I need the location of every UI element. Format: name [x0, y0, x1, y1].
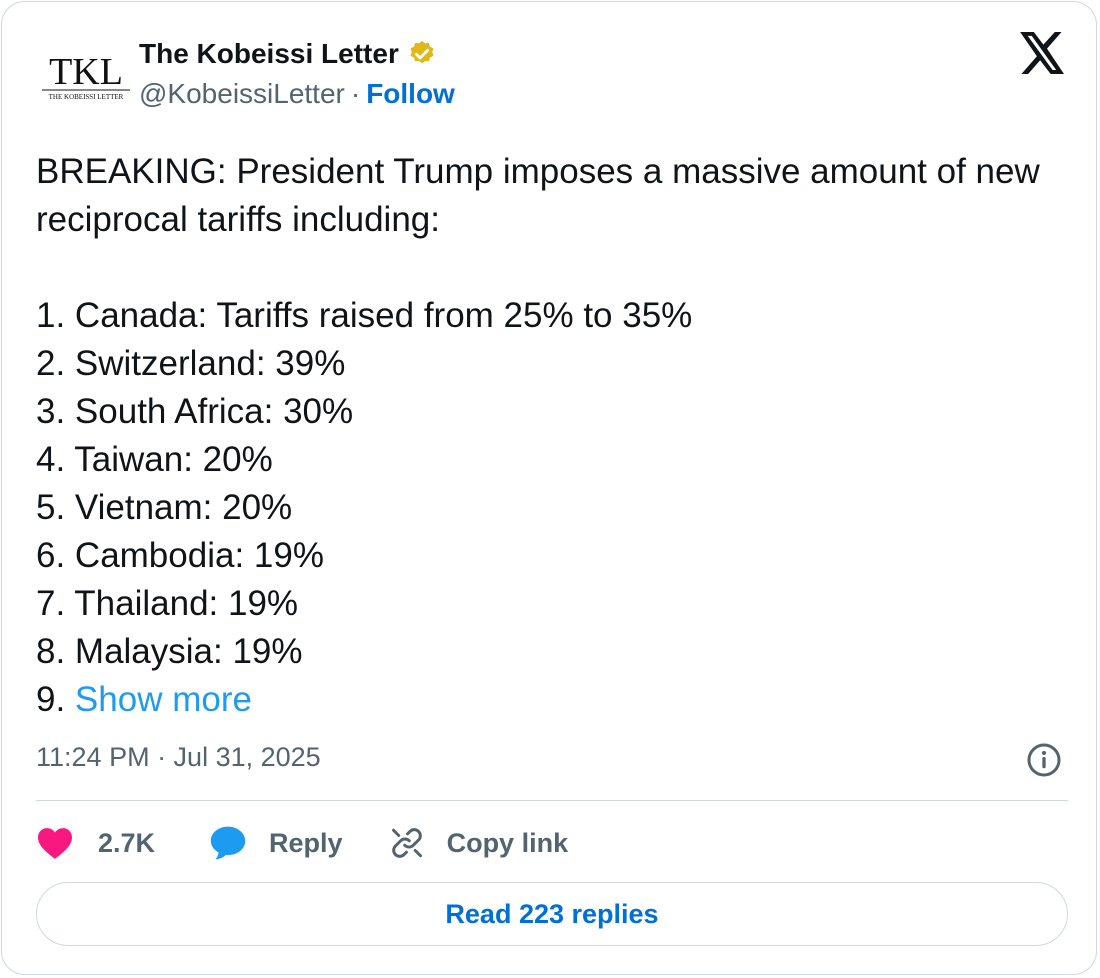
list-item: 7. Thailand: 19%: [36, 584, 299, 623]
follow-link[interactable]: Follow: [366, 78, 455, 109]
author-handle[interactable]: @KobeissiLetter: [139, 78, 345, 109]
list-item: 8. Malaysia: 19%: [36, 632, 303, 671]
author-name-row: The Kobeissi Letter: [139, 38, 437, 70]
reply-label: Reply: [269, 827, 343, 858]
copy-link-label: Copy link: [446, 827, 569, 858]
avatar-text: TKL: [49, 51, 123, 93]
list-item: 4. Taiwan: 20%: [36, 440, 273, 479]
copy-link-button[interactable]: Copy link: [389, 825, 569, 861]
read-replies-button[interactable]: Read 223 replies: [36, 882, 1068, 946]
tweet-header: TKL THE KOBEISSI LETTER The Kobeissi Let…: [2, 2, 1096, 132]
reply-bubble-icon: [210, 826, 246, 860]
like-button[interactable]: 2.7K: [36, 826, 155, 860]
like-count: 2.7K: [98, 827, 156, 858]
list-item: 2. Switzerland: 39%: [36, 344, 346, 383]
handle-separator: ·: [350, 78, 361, 109]
reply-button[interactable]: Reply: [209, 825, 343, 861]
list-item: 5. Vietnam: 20%: [36, 488, 293, 527]
tweet-timestamp[interactable]: 11:24 PM · Jul 31, 2025: [36, 742, 321, 772]
link-icon: [391, 828, 422, 858]
list-item-last: 9. Show more: [36, 676, 1076, 724]
show-more-link[interactable]: Show more: [74, 680, 252, 719]
list-item-prefix: 9.: [36, 680, 75, 719]
divider: [36, 800, 1068, 801]
heart-icon: [38, 828, 72, 859]
avatar[interactable]: TKL THE KOBEISSI LETTER: [38, 46, 134, 106]
action-bar: 2.7K Reply Copy link: [36, 820, 568, 866]
author-name[interactable]: The Kobeissi Letter: [139, 38, 399, 69]
list-item: 3. South Africa: 30%: [36, 392, 354, 431]
avatar-subtext: THE KOBEISSI LETTER: [49, 93, 124, 101]
verified-badge-icon: [410, 40, 434, 64]
list-item: 6. Cambodia: 19%: [36, 536, 324, 575]
x-logo-icon[interactable]: [1020, 32, 1066, 74]
tweet-text: BREAKING: President Trump imposes a mass…: [36, 148, 1076, 724]
list-item: 1. Canada: Tariffs raised from 25% to 35…: [36, 296, 693, 335]
author-handle-row: @KobeissiLetter · Follow: [139, 78, 455, 110]
info-icon[interactable]: [1026, 742, 1062, 778]
tweet-lead: BREAKING: President Trump imposes a mass…: [36, 152, 1040, 239]
